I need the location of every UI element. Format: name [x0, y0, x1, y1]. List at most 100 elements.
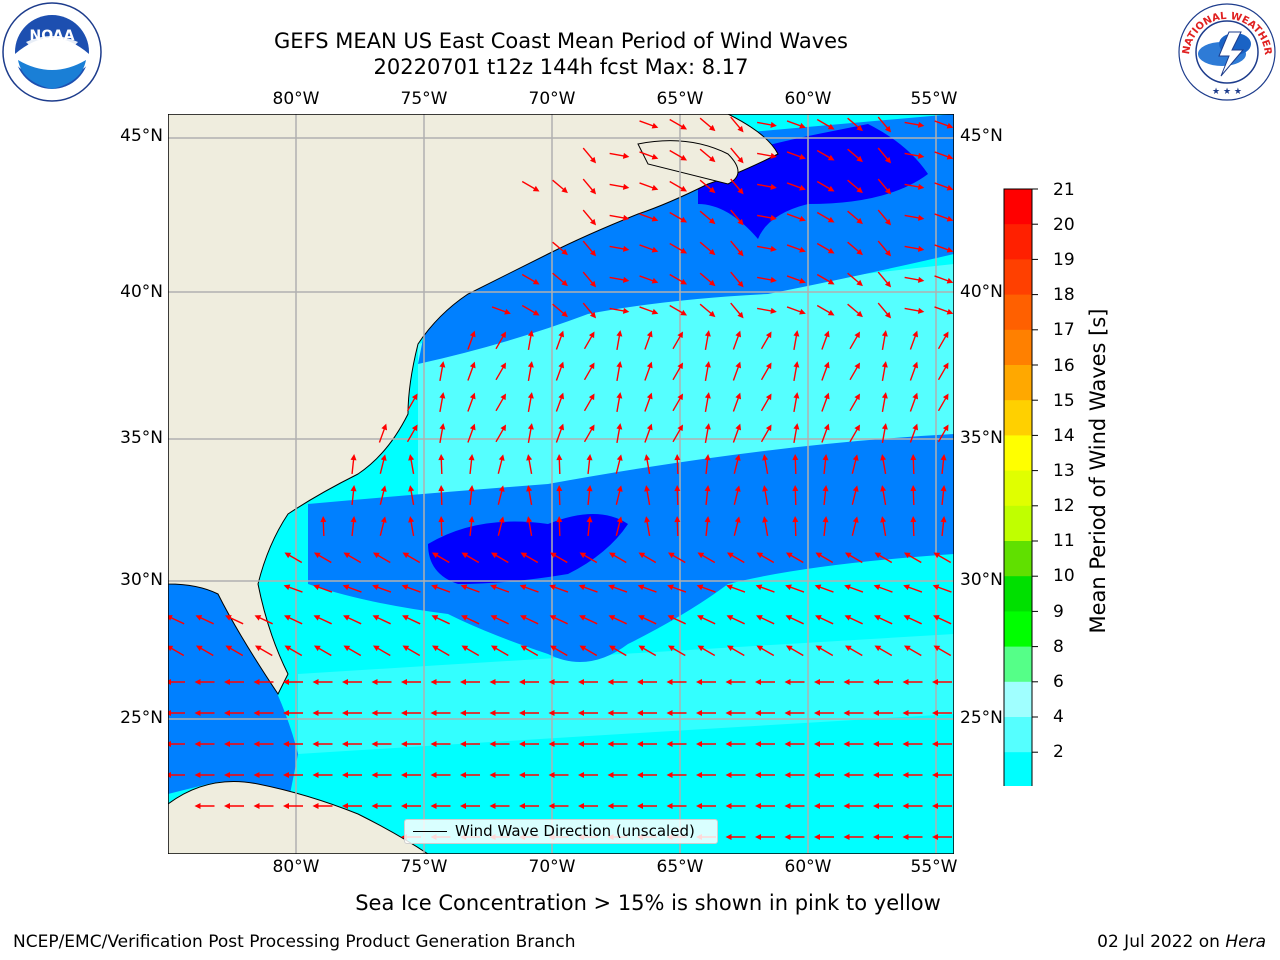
wind-wave-arrow — [877, 116, 892, 133]
wind-wave-arrow — [431, 645, 450, 657]
wind-wave-arrow — [902, 710, 923, 716]
wind-wave-arrow — [461, 645, 480, 657]
wind-wave-arrow — [519, 679, 539, 685]
wind-wave-arrow — [786, 213, 806, 222]
wind-wave-arrow — [816, 180, 835, 192]
wind-wave-arrow — [343, 615, 362, 625]
wind-wave-arrow — [548, 679, 569, 685]
wind-wave-arrow — [495, 331, 506, 350]
wind-wave-arrow — [932, 584, 952, 593]
wind-wave-arrow — [312, 679, 333, 685]
lon-label-top: 60°W — [784, 89, 832, 109]
wind-wave-arrow — [755, 584, 775, 593]
wind-wave-arrow — [793, 330, 800, 350]
wind-wave-arrow — [527, 361, 534, 381]
wind-wave-arrow — [814, 710, 834, 716]
legend-label: Wind Wave Direction (unscaled) — [455, 822, 695, 840]
colorbar-segment — [1004, 329, 1032, 366]
wind-wave-arrow — [733, 454, 741, 474]
wind-wave-arrow — [786, 120, 806, 129]
wind-wave-arrow — [616, 330, 623, 350]
colorbar-segment — [1004, 576, 1032, 612]
wind-wave-arrow — [934, 120, 954, 129]
wind-wave-arrow — [910, 516, 917, 537]
wind-wave-arrow — [497, 516, 505, 536]
wind-wave-arrow — [732, 361, 742, 381]
wind-wave-arrow — [732, 330, 742, 350]
wind-wave-arrow — [756, 645, 775, 657]
wind-wave-arrow — [578, 710, 598, 716]
wind-wave-arrow — [881, 330, 888, 350]
wind-wave-arrow — [757, 183, 777, 190]
lon-label-top: 55°W — [910, 89, 958, 109]
wind-wave-arrow — [194, 710, 215, 716]
wind-wave-arrow — [342, 803, 362, 809]
wind-wave-arrow — [548, 741, 569, 747]
wind-wave-arrow — [439, 392, 446, 412]
wind-wave-arrow — [224, 772, 244, 778]
wind-wave-arrow — [849, 362, 860, 381]
wind-wave-arrow — [616, 392, 623, 412]
wind-wave-arrow — [343, 552, 362, 564]
wind-wave-arrow — [843, 741, 864, 747]
wind-wave-arrow — [873, 710, 893, 716]
wind-wave-arrow — [699, 179, 716, 194]
colorbar-tick: 2 — [1053, 742, 1064, 762]
wind-wave-arrow — [639, 275, 659, 284]
wind-wave-arrow — [940, 516, 947, 537]
wind-wave-arrow — [726, 584, 746, 593]
wind-wave-arrow — [667, 645, 686, 657]
wind-wave-arrow — [489, 741, 510, 747]
wind-wave-arrow — [877, 209, 892, 226]
colorbar-segment — [1004, 505, 1032, 542]
wind-wave-arrow — [583, 424, 595, 443]
colorbar-tick: 16 — [1053, 356, 1075, 376]
wind-wave-arrow — [583, 362, 595, 381]
wind-wave-arrow — [460, 741, 480, 747]
wind-wave-arrow — [909, 330, 919, 350]
wind-wave-arrow — [666, 741, 687, 747]
wind-wave-arrow — [168, 615, 185, 625]
wind-wave-arrow — [844, 645, 863, 657]
wind-wave-arrow — [940, 454, 947, 475]
wind-wave-arrow — [379, 454, 387, 474]
wind-wave-arrow — [431, 552, 450, 564]
wind-wave-arrow — [224, 803, 244, 809]
wind-wave-arrow — [784, 803, 805, 809]
wind-wave-arrow — [904, 183, 925, 190]
wind-wave-arrow — [548, 710, 569, 716]
wind-wave-arrow — [843, 679, 864, 685]
wind-wave-arrow — [521, 304, 540, 316]
wind-wave-arrow — [615, 454, 623, 474]
wind-wave-arrow — [904, 245, 925, 252]
wind-wave-arrow — [792, 454, 799, 475]
wind-wave-arrow — [520, 615, 539, 625]
wind-wave-arrow — [696, 584, 716, 593]
wind-wave-arrow — [460, 679, 480, 685]
wind-wave-arrow — [283, 803, 303, 809]
wind-wave-arrow — [910, 454, 917, 475]
chart-subtitle-run: 20220701 t12z 144h fcst Max: 8.17 — [373, 55, 749, 79]
wind-wave-arrow — [822, 485, 829, 506]
wind-wave-arrow — [785, 615, 804, 625]
wind-wave-arrow — [460, 710, 480, 716]
wind-wave-arrow — [401, 803, 421, 809]
wind-wave-arrow — [847, 272, 863, 287]
wind-wave-arrow — [549, 645, 568, 657]
wind-wave-arrow — [521, 273, 540, 285]
wind-wave-arrow — [704, 516, 711, 537]
wind-wave-arrow — [932, 679, 952, 685]
wind-wave-arrow — [439, 361, 446, 381]
wind-wave-arrow — [491, 306, 511, 315]
wind-wave-arrow — [847, 179, 863, 194]
wind-wave-arrow — [937, 362, 949, 381]
wind-wave-arrow — [757, 152, 777, 159]
wind-wave-arrow — [786, 151, 806, 160]
wind-wave-arrow — [873, 584, 893, 593]
wind-wave-arrow — [762, 454, 769, 474]
lon-label-top: 75°W — [400, 89, 448, 109]
wind-wave-arrow — [902, 772, 923, 778]
wind-wave-arrow — [755, 772, 775, 778]
wind-wave-arrow — [372, 584, 392, 593]
wind-wave-arrow — [816, 149, 835, 161]
